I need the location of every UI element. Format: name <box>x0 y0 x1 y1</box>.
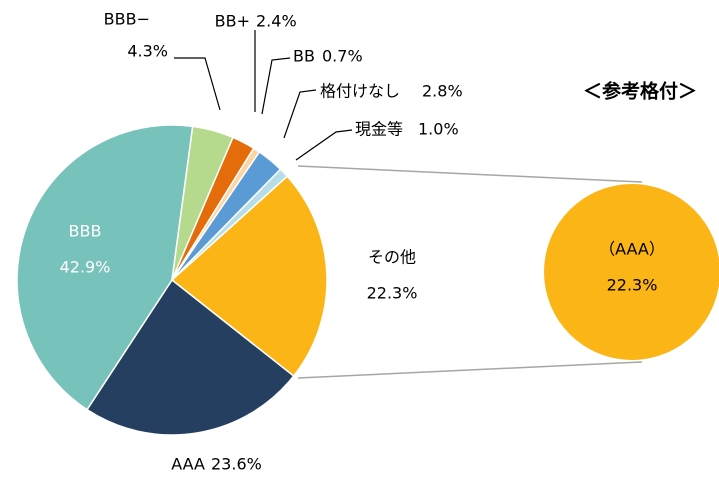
leader-line <box>174 57 221 111</box>
value-label: 4.3% <box>127 42 168 61</box>
slice-label: その他 <box>368 248 416 267</box>
value-label: 23.6% <box>211 455 262 474</box>
pie-slice <box>171 168 289 281</box>
value-label: 1.0% <box>418 120 459 139</box>
connector <box>297 361 643 379</box>
connector <box>297 165 643 183</box>
slice-label: BBB <box>69 222 102 241</box>
slice-label: 格付けなし <box>320 82 400 101</box>
detail-label: （AAA） <box>599 240 665 259</box>
slice-label: BB+ <box>215 12 250 31</box>
value-label: 2.4% <box>256 12 297 31</box>
pie-slice <box>170 175 328 378</box>
leader-line <box>261 57 291 115</box>
slice-label: AAA <box>171 455 205 474</box>
value-label: 0.7% <box>322 47 363 66</box>
value-label: 42.9% <box>60 258 111 277</box>
slice-label: BB <box>293 47 315 66</box>
slice-label: 現金等 <box>355 120 403 139</box>
detail-circle <box>544 184 719 360</box>
leader-line <box>283 89 317 139</box>
pie-slice <box>16 124 194 411</box>
slice-label: BBB− <box>104 10 150 29</box>
detail-title: ＜参考格付＞ <box>583 80 697 103</box>
pie-slice <box>85 278 295 436</box>
leader-line <box>295 129 353 161</box>
value-label: 2.8% <box>422 82 463 101</box>
value-label: 22.3% <box>367 284 418 303</box>
detail-value: 22.3% <box>607 276 658 295</box>
